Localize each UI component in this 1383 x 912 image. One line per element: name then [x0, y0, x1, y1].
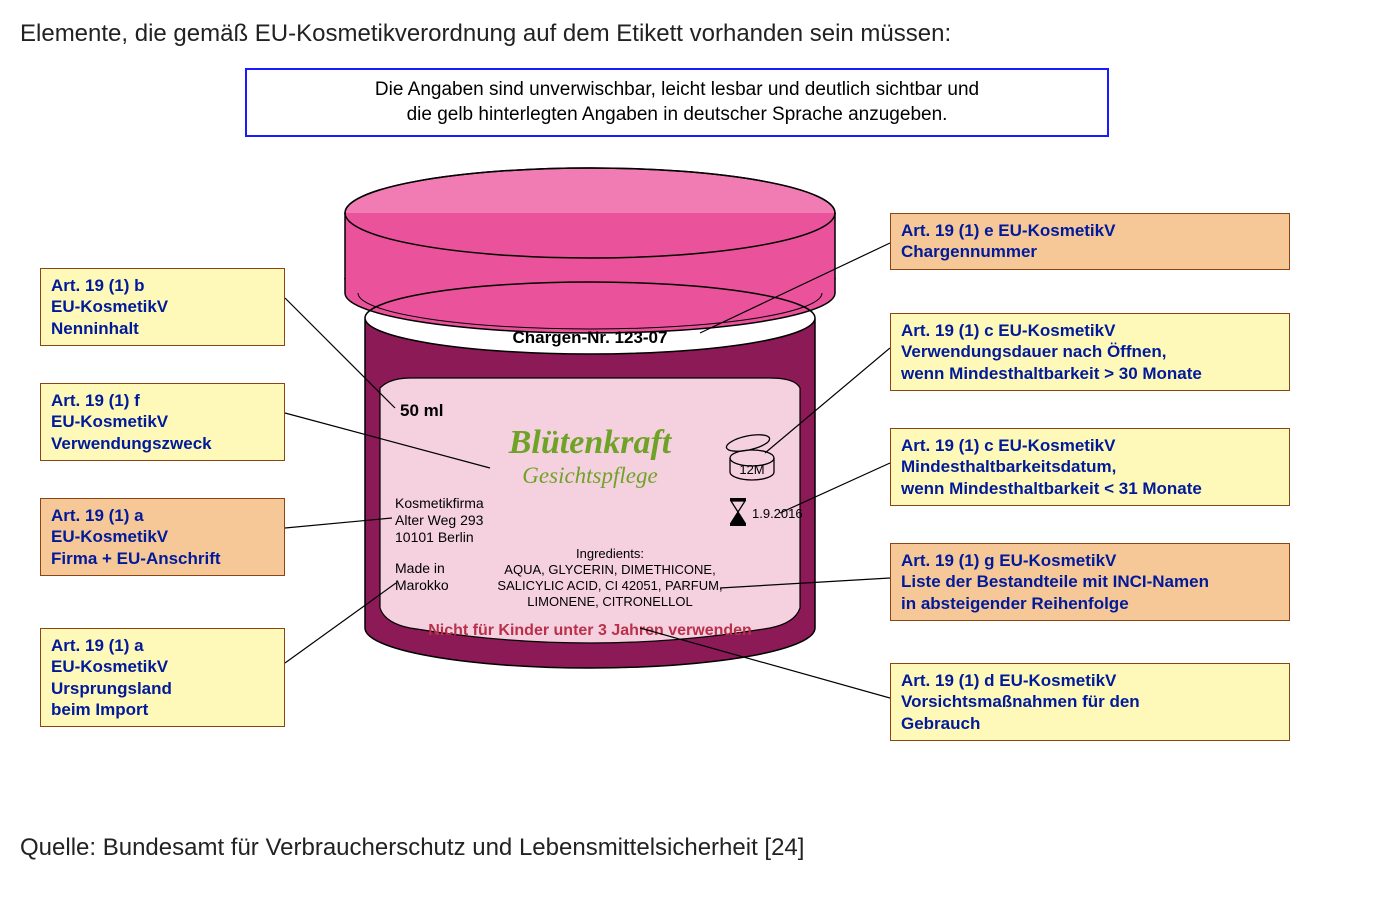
info-line1: Die Angaben sind unverwischbar, leicht l… [375, 79, 979, 100]
ann-chargennummer: Art. 19 (1) e EU-KosmetikV Chargennummer [890, 213, 1290, 270]
ann-inci: Art. 19 (1) g EU-KosmetikV Liste der Bes… [890, 543, 1290, 621]
svg-text:12M: 12M [739, 462, 764, 477]
source-text: Quelle: Bundesamt für Verbraucherschutz … [20, 834, 1363, 862]
info-line2: die gelb hinterlegten Angaben in deutsch… [407, 104, 948, 125]
origin1: Made in [395, 560, 445, 576]
expiry-text: 1.9.2016 [752, 506, 803, 521]
ing2: SALICYLIC ACID, CI 42051, PARFUM, [497, 578, 722, 593]
jar-illustration: Chargen-Nr. 123-07 50 ml Blütenkraft Ges… [310, 158, 870, 718]
brandsub-text: Gesichtspflege [522, 463, 657, 488]
firm1: Kosmetikfirma [395, 495, 484, 511]
ann-mhd: Art. 19 (1) c EU-KosmetikV Mindesthaltba… [890, 428, 1290, 506]
ann-vorsicht: Art. 19 (1) d EU-KosmetikV Vorsichtsmaßn… [890, 663, 1290, 741]
ing3: LIMONENE, CITRONELLOL [527, 594, 692, 609]
page-title: Elemente, die gemäß EU-Kosmetikverordnun… [20, 20, 1363, 48]
brand-text: Blütenkraft [508, 424, 673, 461]
ann-pao: Art. 19 (1) c EU-KosmetikV Verwendungsda… [890, 313, 1290, 391]
chargen-text: Chargen-Nr. 123-07 [513, 328, 668, 347]
ing1: AQUA, GLYCERIN, DIMETHICONE, [504, 562, 715, 577]
ann-firma: Art. 19 (1) a EU-KosmetikV Firma + EU-An… [40, 498, 285, 576]
ann-nenninhalt: Art. 19 (1) b EU-KosmetikV Nenninhalt [40, 268, 285, 346]
inghead: Ingredients: [576, 546, 644, 561]
firm3: 10101 Berlin [395, 529, 474, 545]
warning-text: Nicht für Kinder unter 3 Jahren verwende… [428, 622, 752, 639]
diagram-area: Die Angaben sind unverwischbar, leicht l… [20, 68, 1360, 828]
ann-ursprungsland: Art. 19 (1) a EU-KosmetikV Ursprungsland… [40, 628, 285, 727]
firm2: Alter Weg 293 [395, 512, 484, 528]
origin2: Marokko [395, 577, 449, 593]
info-box: Die Angaben sind unverwischbar, leicht l… [245, 68, 1109, 137]
ann-verwendungszweck: Art. 19 (1) f EU-KosmetikV Verwendungszw… [40, 383, 285, 461]
volume-text: 50 ml [400, 401, 443, 420]
